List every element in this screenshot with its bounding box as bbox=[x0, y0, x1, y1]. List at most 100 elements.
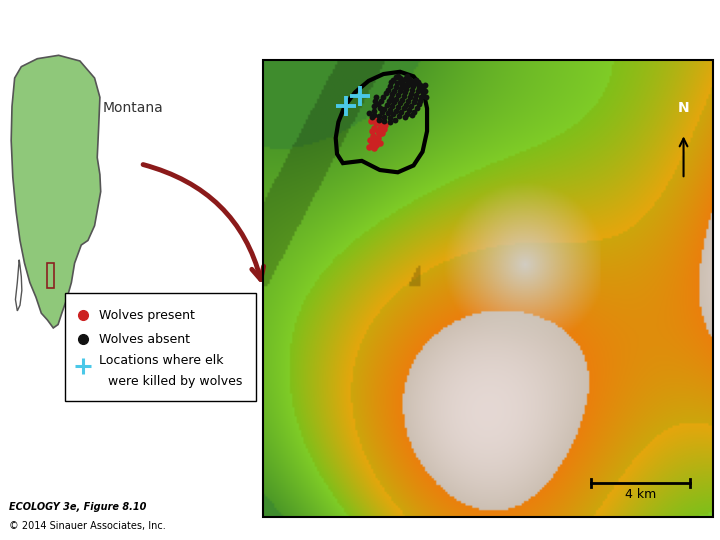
Point bbox=[410, 91, 422, 99]
Point bbox=[392, 91, 403, 99]
Point bbox=[369, 144, 380, 152]
Point bbox=[395, 99, 406, 107]
Point bbox=[372, 134, 383, 143]
Point bbox=[408, 98, 419, 107]
Point bbox=[411, 104, 423, 112]
Point bbox=[369, 102, 380, 110]
Point bbox=[413, 100, 425, 109]
Point bbox=[405, 77, 417, 85]
Point bbox=[369, 97, 381, 106]
Point bbox=[399, 113, 410, 122]
Point bbox=[374, 124, 386, 132]
Point bbox=[406, 86, 418, 94]
Point bbox=[405, 76, 416, 85]
Point bbox=[409, 107, 420, 116]
Point bbox=[409, 94, 420, 103]
Point bbox=[401, 110, 413, 118]
Point bbox=[391, 94, 402, 103]
Point bbox=[406, 80, 418, 89]
Point bbox=[409, 78, 420, 86]
Point bbox=[413, 84, 424, 92]
Point bbox=[367, 131, 379, 140]
Point bbox=[379, 121, 391, 130]
Point bbox=[389, 98, 400, 107]
Point bbox=[402, 97, 414, 105]
Point bbox=[366, 113, 377, 122]
Point bbox=[400, 84, 412, 93]
Point bbox=[380, 89, 392, 98]
Polygon shape bbox=[15, 260, 22, 311]
Point bbox=[363, 109, 374, 117]
Point bbox=[374, 138, 386, 147]
Point bbox=[397, 80, 409, 89]
Point bbox=[415, 96, 426, 105]
Point bbox=[415, 92, 427, 101]
Point bbox=[375, 120, 387, 129]
Text: were killed by wolves: were killed by wolves bbox=[108, 375, 243, 388]
Point bbox=[399, 75, 410, 83]
Point bbox=[383, 97, 395, 106]
Point bbox=[417, 89, 428, 98]
Point bbox=[412, 80, 423, 89]
Point bbox=[385, 93, 397, 102]
Bar bbox=[47, 263, 54, 288]
Point bbox=[405, 102, 417, 110]
Point bbox=[370, 92, 382, 101]
Point bbox=[397, 96, 408, 104]
Point bbox=[404, 93, 415, 102]
Point bbox=[418, 85, 429, 94]
Point bbox=[405, 90, 417, 98]
Point bbox=[410, 75, 422, 84]
Point bbox=[379, 104, 390, 113]
Point bbox=[382, 109, 394, 118]
Point bbox=[384, 118, 395, 126]
Point bbox=[368, 111, 379, 119]
Point bbox=[413, 78, 424, 86]
Point bbox=[398, 104, 410, 113]
Point bbox=[420, 92, 431, 101]
Point bbox=[387, 75, 399, 84]
Point bbox=[399, 88, 410, 97]
Point bbox=[406, 111, 418, 119]
Point bbox=[397, 77, 408, 85]
Point bbox=[364, 136, 376, 145]
Text: N: N bbox=[678, 101, 689, 115]
Text: Montana: Montana bbox=[103, 102, 163, 116]
Point bbox=[386, 78, 397, 86]
Point bbox=[419, 87, 431, 96]
Point bbox=[408, 82, 419, 91]
Point bbox=[373, 112, 384, 120]
Point bbox=[389, 86, 400, 95]
Point bbox=[373, 130, 384, 139]
Point bbox=[395, 73, 406, 82]
Point bbox=[400, 100, 412, 109]
Point bbox=[366, 127, 377, 136]
Point bbox=[369, 137, 381, 146]
Point bbox=[375, 96, 387, 105]
Point bbox=[394, 87, 405, 96]
Point bbox=[377, 92, 389, 101]
Point bbox=[370, 119, 382, 128]
Point bbox=[390, 73, 401, 82]
Point bbox=[402, 78, 413, 86]
Point bbox=[391, 79, 402, 87]
Point bbox=[408, 79, 419, 87]
Point bbox=[370, 140, 382, 149]
Point bbox=[387, 102, 398, 110]
Point bbox=[368, 106, 379, 115]
Point bbox=[390, 83, 401, 91]
Text: ECOLOGY 3e, Figure 8.10: ECOLOGY 3e, Figure 8.10 bbox=[9, 502, 146, 512]
Point bbox=[369, 124, 380, 132]
Text: © 2014 Sinauer Associates, Inc.: © 2014 Sinauer Associates, Inc. bbox=[9, 521, 166, 531]
Point bbox=[377, 108, 388, 117]
Point bbox=[390, 116, 401, 124]
Point bbox=[390, 106, 401, 115]
Point bbox=[384, 113, 395, 122]
Text: Wolves present: Wolves present bbox=[99, 309, 195, 322]
Point bbox=[379, 113, 390, 122]
Point bbox=[395, 84, 407, 92]
Point bbox=[403, 105, 415, 114]
Text: Locations where elk: Locations where elk bbox=[99, 354, 224, 368]
Point bbox=[384, 105, 396, 114]
Point bbox=[373, 116, 384, 124]
